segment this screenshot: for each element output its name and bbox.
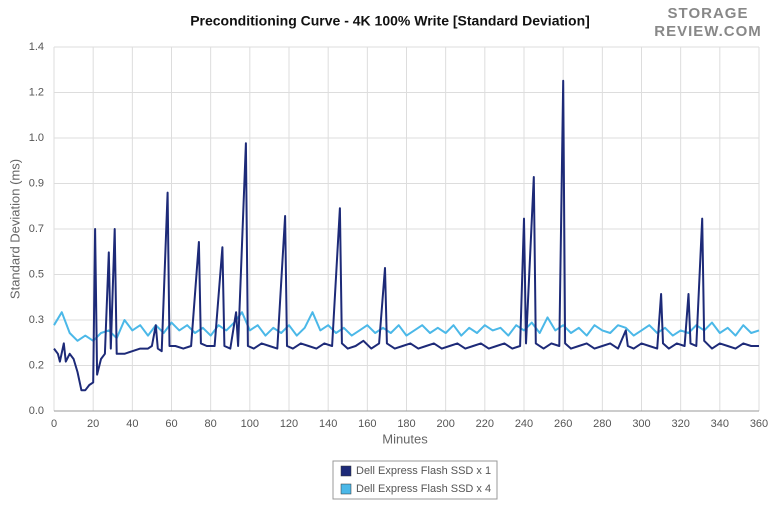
- y-tick-label: 0.9: [29, 177, 44, 189]
- x-tick-label: 140: [319, 418, 337, 430]
- x-tick-label: 180: [397, 418, 415, 430]
- y-tick-label: 0.2: [29, 359, 44, 371]
- x-tick-label: 100: [241, 418, 259, 430]
- x-tick-label: 40: [126, 418, 138, 430]
- x-tick-label: 80: [205, 418, 217, 430]
- y-tick-label: 1.2: [29, 86, 44, 98]
- x-tick-label: 20: [87, 418, 99, 430]
- y-tick-label: 0.5: [29, 268, 44, 280]
- y-tick-label: 1.4: [29, 41, 44, 53]
- legend-swatch: [340, 483, 352, 495]
- x-tick-label: 340: [711, 418, 729, 430]
- series-line: [53, 311, 760, 342]
- legend-label: Dell Express Flash SSD x 4: [356, 483, 491, 495]
- x-tick-label: 280: [593, 418, 611, 430]
- x-tick-label: 220: [476, 418, 494, 430]
- y-tick-label: 0.0: [29, 405, 44, 417]
- x-tick-label: 60: [165, 418, 177, 430]
- legend-swatch: [340, 465, 352, 477]
- x-tick-label: 360: [750, 418, 768, 430]
- y-axis-title: Standard Deviation (ms): [7, 159, 22, 299]
- x-tick-label: 300: [632, 418, 650, 430]
- y-tick-label: 0.7: [29, 223, 44, 235]
- y-tick-label: 0.3: [29, 314, 44, 326]
- legend-label: Dell Express Flash SSD x 1: [356, 465, 491, 477]
- y-tick-label: 1.0: [29, 132, 44, 144]
- x-tick-label: 240: [515, 418, 533, 430]
- x-tick-label: 320: [671, 418, 689, 430]
- series-line: [53, 79, 759, 392]
- legend-box: [332, 460, 498, 500]
- x-tick-label: 160: [358, 418, 376, 430]
- x-tick-label: 200: [436, 418, 454, 430]
- x-tick-label: 120: [280, 418, 298, 430]
- x-tick-label: 0: [51, 418, 57, 430]
- logo: STORAGE: [668, 5, 749, 22]
- x-tick-label: 260: [554, 418, 572, 430]
- chart-title: Preconditioning Curve - 4K 100% Write [S…: [190, 13, 590, 29]
- logo: REVIEW.COM: [654, 23, 762, 40]
- x-axis-title: Minutes: [382, 431, 428, 446]
